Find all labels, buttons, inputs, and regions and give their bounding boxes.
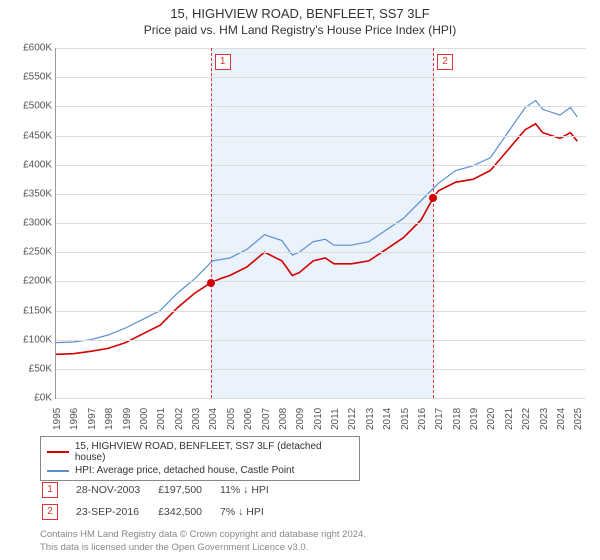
footer-line-2: This data is licensed under the Open Gov… bbox=[40, 542, 366, 554]
x-tick-label: 2010 bbox=[313, 408, 324, 430]
legend-label-0: 15, HIGHVIEW ROAD, BENFLEET, SS7 3LF (de… bbox=[75, 441, 353, 463]
x-tick-label: 2020 bbox=[486, 408, 497, 430]
x-tick-label: 2003 bbox=[191, 408, 202, 430]
legend-label-1: HPI: Average price, detached house, Cast… bbox=[75, 465, 294, 476]
footer: Contains HM Land Registry data © Crown c… bbox=[40, 529, 366, 554]
page-subtitle: Price paid vs. HM Land Registry's House … bbox=[0, 23, 600, 37]
x-tick-label: 2022 bbox=[521, 408, 532, 430]
legend: 15, HIGHVIEW ROAD, BENFLEET, SS7 3LF (de… bbox=[40, 436, 360, 481]
y-tick-label: £600K bbox=[23, 43, 52, 54]
y-tick-label: £50K bbox=[29, 363, 52, 374]
event-number-box: 1 bbox=[42, 482, 58, 498]
y-tick-label: £100K bbox=[23, 334, 52, 345]
x-tick-label: 2006 bbox=[243, 408, 254, 430]
x-tick-label: 2002 bbox=[174, 408, 185, 430]
x-tick-label: 2023 bbox=[539, 408, 550, 430]
y-tick-label: £350K bbox=[23, 188, 52, 199]
x-tick-label: 2024 bbox=[556, 408, 567, 430]
y-tick-label: £400K bbox=[23, 159, 52, 170]
x-tick-label: 2019 bbox=[469, 408, 480, 430]
sale-marker bbox=[429, 194, 437, 202]
x-tick-label: 1998 bbox=[104, 408, 115, 430]
y-tick-label: £150K bbox=[23, 305, 52, 316]
x-tick-label: 2000 bbox=[139, 408, 150, 430]
y-tick-label: £550K bbox=[23, 72, 52, 83]
footer-line-1: Contains HM Land Registry data © Crown c… bbox=[40, 529, 366, 541]
x-tick-label: 2008 bbox=[278, 408, 289, 430]
x-tick-label: 2016 bbox=[417, 408, 428, 430]
x-tick-label: 1996 bbox=[69, 408, 80, 430]
y-tick-label: £500K bbox=[23, 101, 52, 112]
x-tick-label: 2012 bbox=[347, 408, 358, 430]
event-line bbox=[211, 48, 212, 398]
series-line-0 bbox=[56, 124, 577, 354]
x-tick-label: 2018 bbox=[452, 408, 463, 430]
x-tick-label: 2015 bbox=[400, 408, 411, 430]
y-tick-label: £200K bbox=[23, 276, 52, 287]
y-tick-label: £450K bbox=[23, 130, 52, 141]
sale-marker bbox=[207, 279, 215, 287]
x-tick-label: 2021 bbox=[504, 408, 515, 430]
x-tick-label: 1997 bbox=[87, 408, 98, 430]
x-tick-label: 2004 bbox=[208, 408, 219, 430]
event-price: £342,500 bbox=[158, 502, 218, 522]
x-tick-label: 2005 bbox=[226, 408, 237, 430]
x-tick-label: 2025 bbox=[573, 408, 584, 430]
event-date: 28-NOV-2003 bbox=[76, 480, 156, 500]
x-tick-label: 1995 bbox=[52, 408, 63, 430]
series-line-1 bbox=[56, 101, 577, 343]
x-tick-label: 2009 bbox=[295, 408, 306, 430]
legend-swatch-1 bbox=[47, 470, 69, 472]
event-delta: 7% ↓ HPI bbox=[220, 502, 285, 522]
event-delta: 11% ↓ HPI bbox=[220, 480, 285, 500]
event-marker-number: 2 bbox=[437, 54, 453, 70]
event-date: 23-SEP-2016 bbox=[76, 502, 156, 522]
price-vs-hpi-chart: £0K£50K£100K£150K£200K£250K£300K£350K£40… bbox=[55, 48, 586, 399]
x-tick-label: 2014 bbox=[382, 408, 393, 430]
event-line bbox=[433, 48, 434, 398]
y-tick-label: £0K bbox=[34, 393, 52, 404]
event-row: 2 23-SEP-2016£342,5007% ↓ HPI bbox=[42, 502, 285, 522]
event-row: 1 28-NOV-2003£197,50011% ↓ HPI bbox=[42, 480, 285, 500]
event-number-box: 2 bbox=[42, 504, 58, 520]
events-table: 1 28-NOV-2003£197,50011% ↓ HPI 2 23-SEP-201… bbox=[40, 478, 287, 524]
x-tick-label: 2001 bbox=[156, 408, 167, 430]
x-tick-label: 2017 bbox=[434, 408, 445, 430]
x-tick-label: 2013 bbox=[365, 408, 376, 430]
event-price: £197,500 bbox=[158, 480, 218, 500]
x-tick-label: 2007 bbox=[261, 408, 272, 430]
y-tick-label: £250K bbox=[23, 247, 52, 258]
x-tick-label: 1999 bbox=[122, 408, 133, 430]
legend-swatch-0 bbox=[47, 451, 69, 453]
page-title: 15, HIGHVIEW ROAD, BENFLEET, SS7 3LF bbox=[0, 6, 600, 21]
y-tick-label: £300K bbox=[23, 218, 52, 229]
event-marker-number: 1 bbox=[215, 54, 231, 70]
x-tick-label: 2011 bbox=[330, 408, 341, 430]
